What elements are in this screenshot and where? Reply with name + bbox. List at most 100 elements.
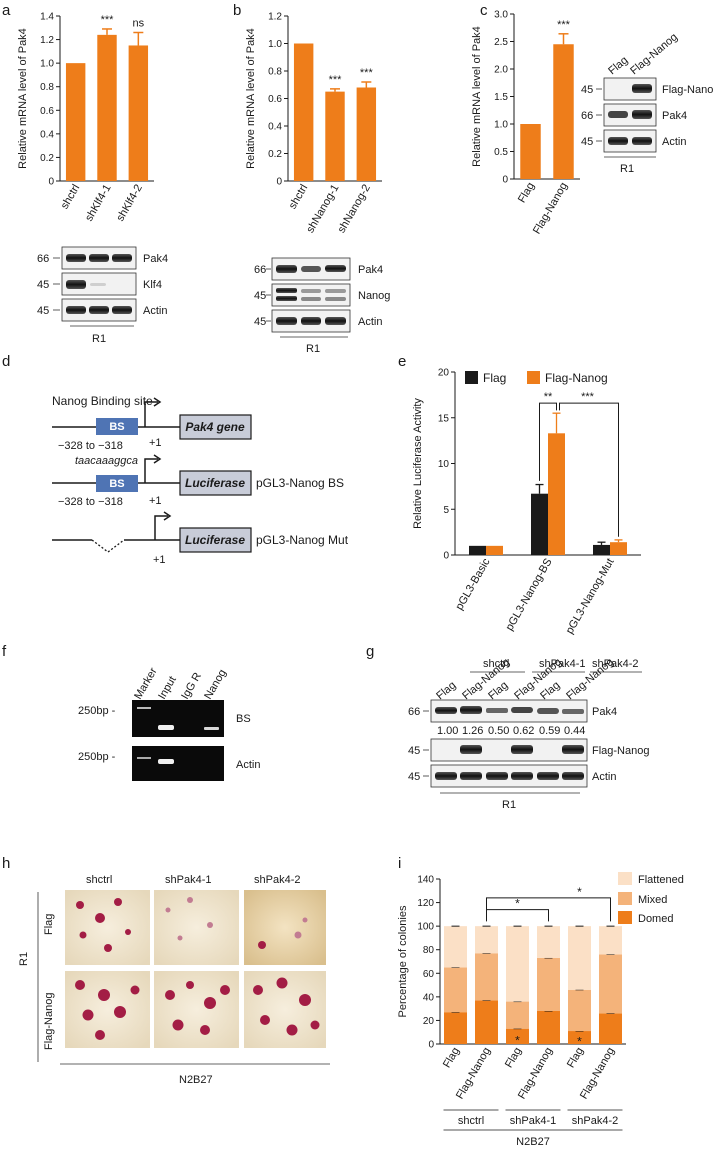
y-axis-title: Relative mRNA level of Pak4 xyxy=(17,28,29,169)
gel-lane-igg: IgG R xyxy=(179,671,204,702)
legend-swatch xyxy=(465,371,478,384)
significance: *** xyxy=(101,14,115,26)
x-tick-label: shNanog-2 xyxy=(336,183,373,236)
blot-b: 66 45 45 Pak4 Nanog Actin R1 xyxy=(254,257,390,355)
x-tick-label: shKlf4-1 xyxy=(83,183,114,224)
blot-a-label-3: Actin xyxy=(143,305,167,317)
x-tick-label: Flag xyxy=(441,1046,462,1071)
band xyxy=(537,708,559,714)
band xyxy=(66,254,86,262)
h-col-1: shctrl xyxy=(86,874,112,886)
gel-row-actin: Actin xyxy=(236,759,260,771)
diagram-d: Nanog Binding site BS Pak4 gene +1 −328 … xyxy=(52,394,349,566)
range-1: −328 to −318 xyxy=(58,440,123,452)
bracket xyxy=(486,909,549,922)
significance: * xyxy=(577,1035,582,1049)
band xyxy=(486,708,508,713)
bar-segment xyxy=(599,1013,622,1044)
bar-segment xyxy=(599,926,622,955)
panel-label-c: c xyxy=(480,2,488,19)
band xyxy=(632,110,652,119)
blot-a-cell: R1 xyxy=(92,333,106,345)
y-tick-label: 0 xyxy=(502,175,508,186)
medium-label: N2B27 xyxy=(516,1136,550,1148)
x-tick-label: pGL3-Basic xyxy=(453,556,492,612)
group-label: shPak4-1 xyxy=(510,1115,556,1127)
bracket-label: * xyxy=(577,885,582,899)
band xyxy=(608,111,628,118)
legend-swatch-mixed xyxy=(618,892,632,905)
x-tick-label: Flag xyxy=(503,1046,524,1071)
band xyxy=(301,266,321,272)
bar xyxy=(97,34,117,181)
blot-g-label-2: Flag-Nanog xyxy=(592,745,649,757)
x-tick-label: pGL3-Nanog-BS xyxy=(504,557,555,633)
bar xyxy=(128,45,149,181)
gel-marker-2: 250bp - xyxy=(78,751,116,763)
plus-one-2: +1 xyxy=(149,495,162,507)
blot-c-mw-3: 45 xyxy=(581,136,593,148)
gel-f: Marker Input IgG R Nanog 250bp - 250bp -… xyxy=(78,666,260,781)
panel-label-b: b xyxy=(233,2,241,19)
y-tick-label: 5 xyxy=(443,505,449,516)
blot-b-label-1: Pak4 xyxy=(358,264,383,276)
y-axis-title: Relative mRNA level of Pak4 xyxy=(471,26,483,167)
blot-c-cell: R1 xyxy=(620,163,634,175)
bar-segment xyxy=(568,989,591,1032)
quant-5: 0.59 xyxy=(539,725,560,737)
y-tick-label: 0.8 xyxy=(40,82,54,93)
blot-a-mw-2: 45 xyxy=(37,279,49,291)
quant-3: 0.50 xyxy=(488,725,509,737)
y-tick-label: 80 xyxy=(423,945,435,956)
legend-i: Flattened Mixed Domed xyxy=(618,872,684,925)
bar xyxy=(520,124,541,179)
y-tick-label: 1.2 xyxy=(40,35,54,46)
bar xyxy=(531,493,548,555)
y-tick-label: 60 xyxy=(423,969,435,980)
legend-swatch-domed xyxy=(618,911,632,924)
y-tick-label: 20 xyxy=(438,368,450,379)
blot-g-lane-1: Flag xyxy=(434,679,458,702)
y-tick-label: 1.2 xyxy=(268,12,282,23)
bar xyxy=(486,545,503,555)
blot-g: shctrl shPak4-1 shPak4-2 Flag Flag-Nanog… xyxy=(408,656,649,811)
bar-segment xyxy=(506,1001,529,1029)
bar xyxy=(548,433,565,555)
blot-g-group-1: shctrl xyxy=(483,658,509,670)
images-h: shctrl shPak4-1 shPak4-2 R1 Flag Flag-Na… xyxy=(18,874,330,1086)
blot-a-mw-1: 66 xyxy=(37,253,49,265)
group-label: shctrl xyxy=(458,1115,484,1127)
panel-label-a: a xyxy=(2,2,11,19)
blot-c-mw-1: 45 xyxy=(581,84,593,96)
significance: ns xyxy=(133,18,145,30)
blot-g-mw-2: 45 xyxy=(408,745,420,757)
blot-a: 66 45 45 Pak4 Klf4 Actin R1 xyxy=(37,246,168,345)
band xyxy=(511,707,533,713)
legend-mixed: Mixed xyxy=(638,894,667,906)
y-tick-label: 1.5 xyxy=(494,92,508,103)
panel-label-f: f xyxy=(2,643,7,660)
bar-segment xyxy=(537,926,560,958)
legend-label: Flag-Nanog xyxy=(545,371,608,385)
blot-c-label-1: Flag-Nanog xyxy=(662,84,713,96)
blot-c-label-2: Pak4 xyxy=(662,110,687,122)
y-tick-label: 15 xyxy=(438,413,450,424)
chart-i: 0 20 40 60 80 100 120 140 Percentage of colonies… xyxy=(397,875,626,1148)
bar-segment xyxy=(444,967,467,1013)
bs-box-1 xyxy=(96,418,138,435)
panel-label-h: h xyxy=(2,855,10,872)
blot-g-mw-1: 66 xyxy=(408,706,420,718)
plus-one-1: +1 xyxy=(149,437,162,449)
band xyxy=(435,772,457,780)
gel-lane-input: Input xyxy=(156,674,179,701)
legend-domed: Domed xyxy=(638,913,673,925)
bar-segment xyxy=(537,957,560,1011)
bar-segment xyxy=(444,926,467,968)
y-tick-label: 3.0 xyxy=(494,10,508,21)
band xyxy=(112,254,132,262)
quant-4: 0.62 xyxy=(513,725,534,737)
blot-b-mw-1: 66 xyxy=(254,264,266,276)
bar xyxy=(356,87,377,181)
quant-2: 1.26 xyxy=(462,725,483,737)
blot-b-label-2: Nanog xyxy=(358,290,390,302)
